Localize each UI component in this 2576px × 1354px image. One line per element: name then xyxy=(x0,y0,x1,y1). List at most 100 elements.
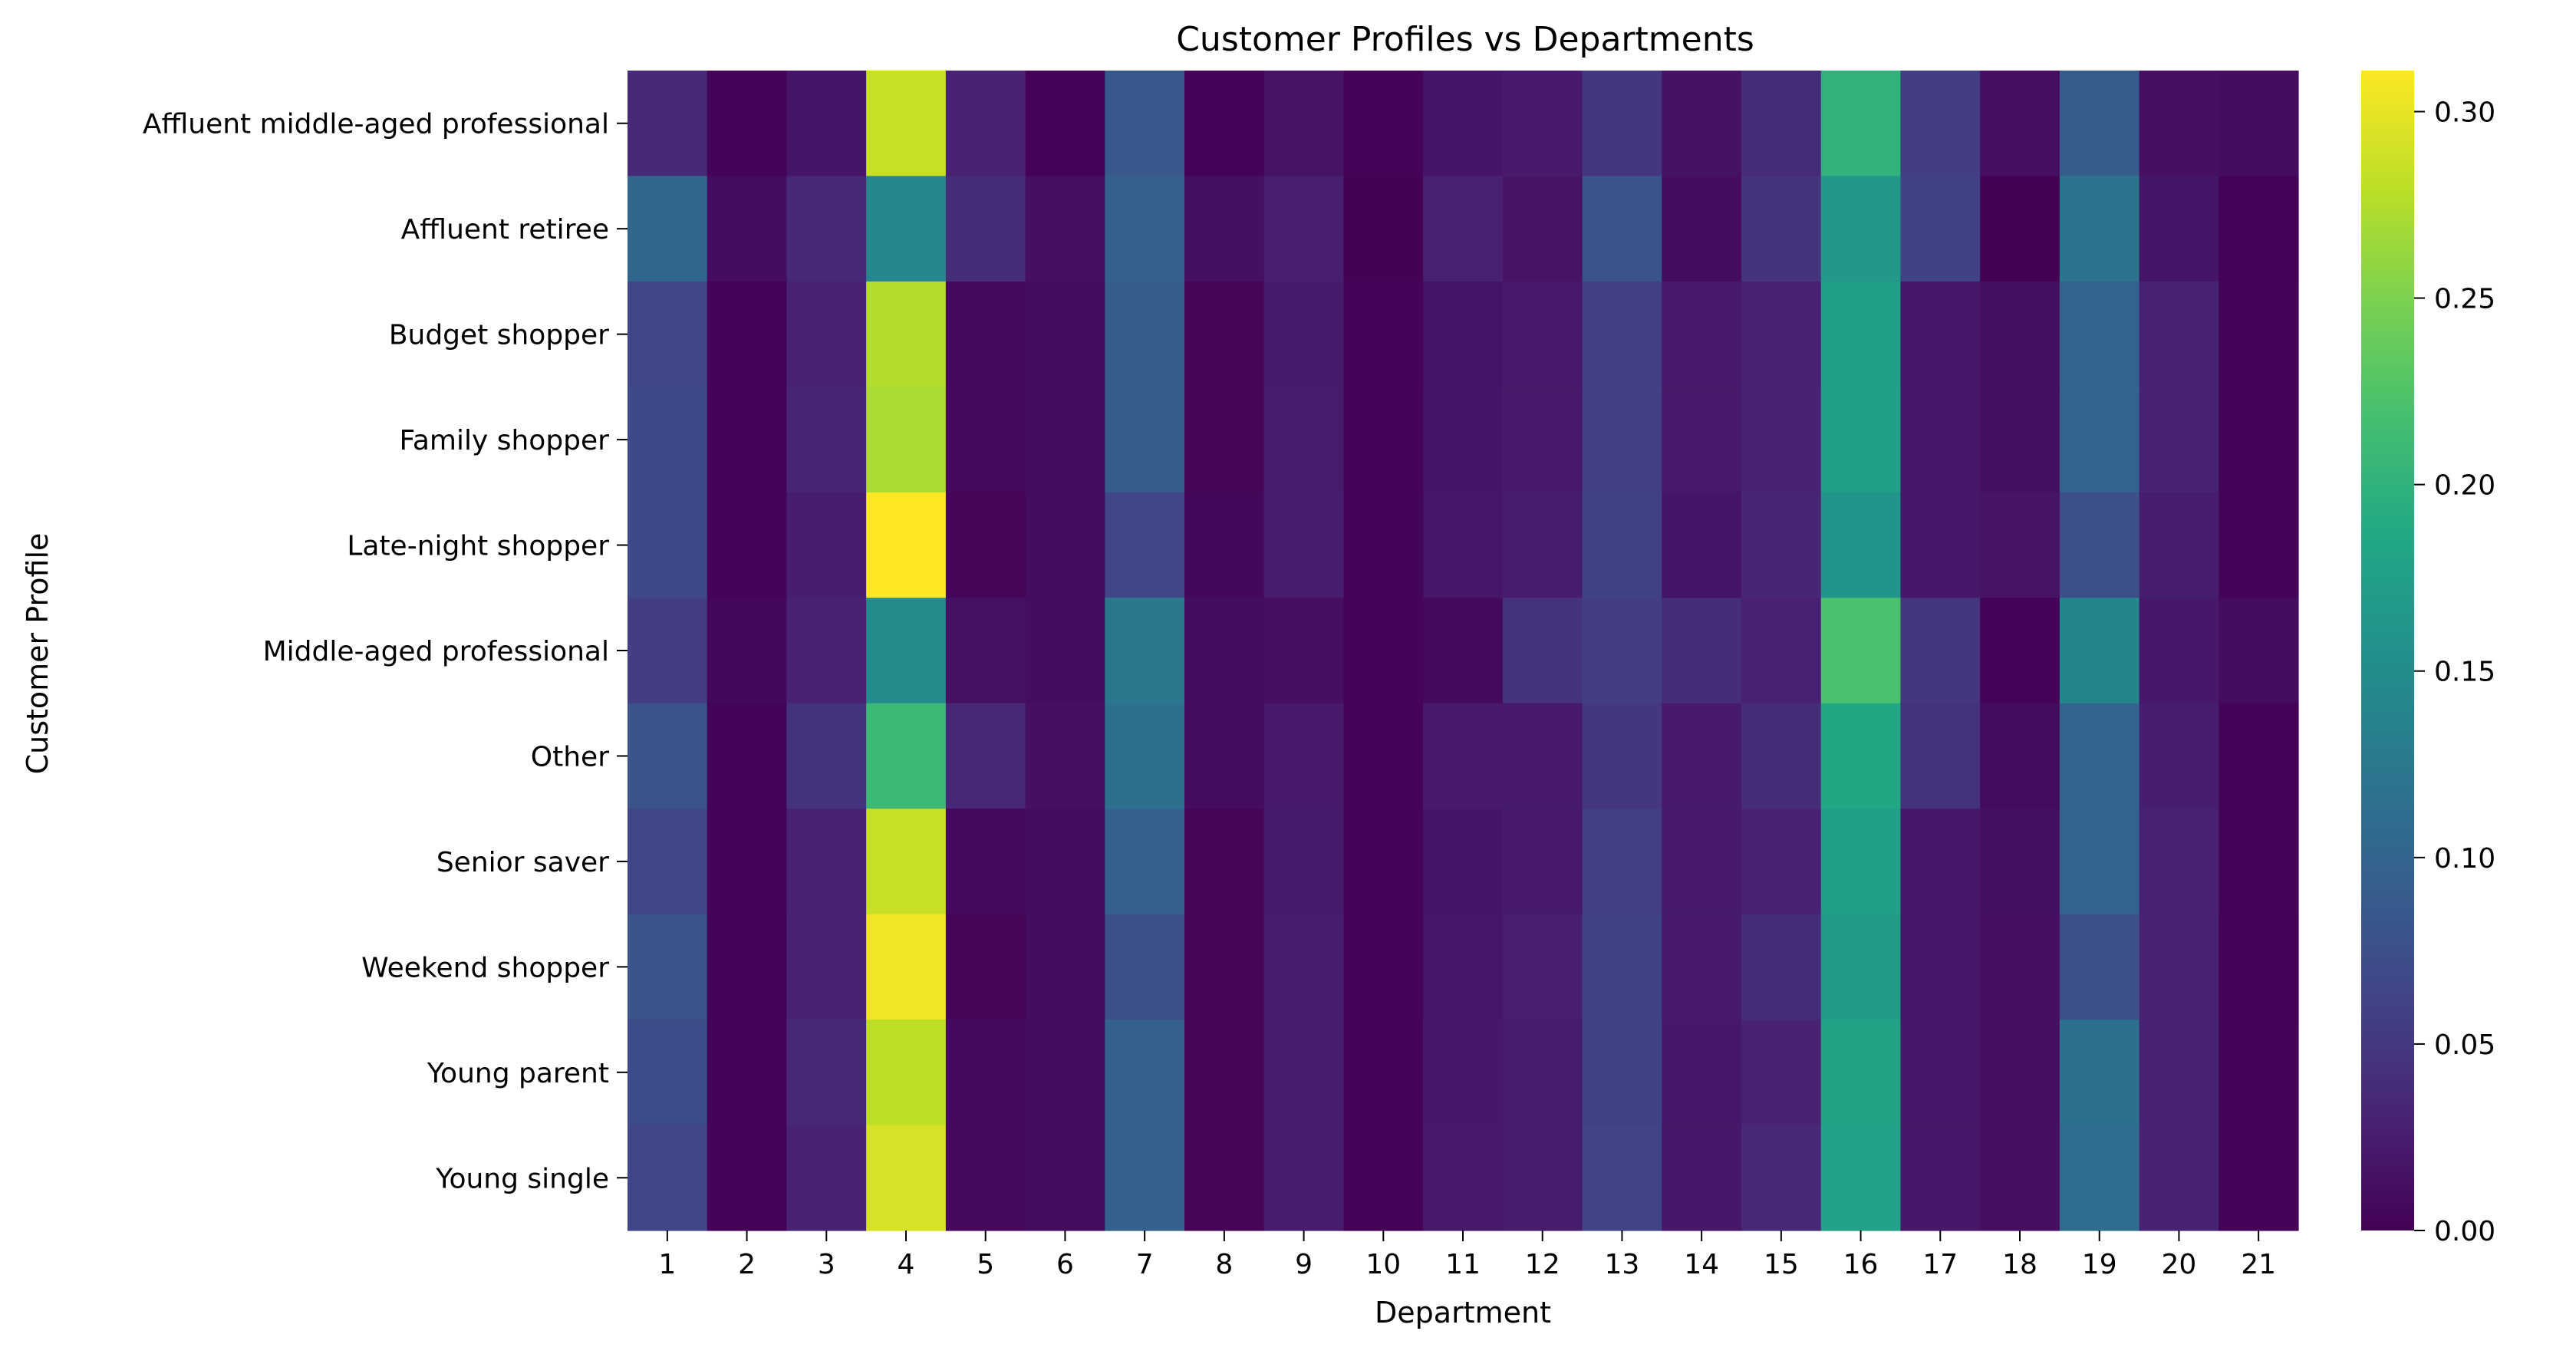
heatmap-cell xyxy=(1662,176,1742,282)
heatmap-cell xyxy=(1820,703,1902,809)
heatmap-cell xyxy=(2059,176,2140,282)
heatmap-cell xyxy=(945,387,1026,493)
heatmap-cell xyxy=(1582,1125,1662,1231)
heatmap-cell xyxy=(1662,809,1742,915)
heatmap-cell xyxy=(1980,176,2060,282)
y-axis-label: Customer Profile xyxy=(21,533,54,775)
heatmap-cell xyxy=(1263,703,1345,809)
heatmap-cell xyxy=(2059,387,2140,493)
colorbar-tick-label: 0.20 xyxy=(2434,470,2495,502)
heatmap-cell xyxy=(866,176,947,282)
heatmap-cell xyxy=(1502,598,1583,704)
heatmap-cell xyxy=(1343,71,1424,177)
heatmap-cell xyxy=(1980,703,2060,809)
heatmap-cell xyxy=(1741,71,1822,177)
heatmap-cell xyxy=(1502,703,1583,809)
heatmap-cell xyxy=(1105,176,1185,282)
heatmap-cell xyxy=(1263,598,1345,704)
heatmap-cell xyxy=(1105,71,1185,177)
colorbar-tick-label: 0.25 xyxy=(2434,284,2495,315)
heatmap-cell xyxy=(1741,387,1822,493)
heatmap-cell xyxy=(786,176,867,282)
heatmap-cell xyxy=(786,598,867,704)
heatmap-cell xyxy=(1662,1125,1742,1231)
heatmap-cell xyxy=(1900,387,1981,493)
x-tick-label: 7 xyxy=(1136,1249,1154,1280)
heatmap-cell xyxy=(2219,1125,2299,1231)
x-tick-label: 2 xyxy=(738,1249,756,1280)
heatmap-cell xyxy=(945,809,1026,915)
x-tick-label: 3 xyxy=(818,1249,835,1280)
x-tick-label: 16 xyxy=(1843,1249,1879,1280)
heatmap-cell xyxy=(628,281,708,387)
x-tick-label: 6 xyxy=(1056,1249,1074,1280)
heatmap-cell xyxy=(1343,598,1424,704)
heatmap-cell xyxy=(1502,387,1583,493)
heatmap-cell xyxy=(786,492,867,598)
heatmap-cell xyxy=(1582,176,1662,282)
heatmap-cell xyxy=(1502,71,1583,177)
x-tick-label: 9 xyxy=(1295,1249,1313,1280)
heatmap-cell xyxy=(628,809,708,915)
heatmap-cell xyxy=(1900,914,1981,1020)
heatmap-cell xyxy=(1184,492,1265,598)
heatmap-cell xyxy=(1025,809,1105,915)
heatmap-cell xyxy=(1184,1020,1265,1126)
heatmap-cell xyxy=(1502,281,1583,387)
heatmap-cell xyxy=(786,387,867,493)
heatmap-cell xyxy=(1741,1125,1822,1231)
heatmap-cell xyxy=(1025,71,1105,177)
x-tick-label: 1 xyxy=(658,1249,676,1280)
heatmap-cell xyxy=(786,71,867,177)
heatmap-cell xyxy=(866,281,947,387)
heatmap-cell xyxy=(1263,387,1345,493)
heatmap-cell xyxy=(1900,71,1981,177)
x-tick-labels: 1 2 3 4 5 6 7 8 9 10 11 12 13 14 15 16 17 18 19 20 21 xyxy=(658,1230,2276,1280)
heatmap-cell xyxy=(1582,703,1662,809)
heatmap-cell xyxy=(1105,914,1185,1020)
heatmap-cell xyxy=(1343,281,1424,387)
heatmap-cell xyxy=(1105,492,1185,598)
x-tick-label: 12 xyxy=(1525,1249,1560,1280)
heatmap-cell xyxy=(1502,914,1583,1020)
heatmap-cell xyxy=(1343,703,1424,809)
heatmap-cell xyxy=(707,387,788,493)
heatmap-cell xyxy=(1423,71,1504,177)
heatmap-cell xyxy=(1741,598,1822,704)
heatmap-cell xyxy=(945,914,1026,1020)
heatmap-cell xyxy=(628,914,708,1020)
heatmap-cell xyxy=(1184,281,1265,387)
heatmap-cell xyxy=(2059,598,2140,704)
heatmap-cell xyxy=(1741,809,1822,915)
heatmap-cell xyxy=(2139,71,2219,177)
heatmap-cell xyxy=(1662,492,1742,598)
heatmap-cell xyxy=(628,176,708,282)
heatmap-cell xyxy=(1025,914,1105,1020)
y-tick-label: Late-night shopper xyxy=(347,531,609,562)
heatmap-cell xyxy=(1980,1125,2060,1231)
heatmap-cell xyxy=(1025,703,1105,809)
heatmap-cell xyxy=(1423,1020,1504,1126)
y-tick-label: Other xyxy=(531,741,609,773)
heatmap-cell xyxy=(1582,71,1662,177)
heatmap-cell xyxy=(1980,492,2060,598)
y-tick-label: Senior saver xyxy=(436,847,609,878)
heatmap-cell xyxy=(1980,1020,2060,1126)
heatmap-cell xyxy=(1820,1125,1902,1231)
y-tick-label: Affluent retiree xyxy=(401,214,609,245)
heatmap-cell xyxy=(1184,914,1265,1020)
heatmap-cell xyxy=(1025,1125,1105,1231)
heatmap-cell xyxy=(786,281,867,387)
heatmap-cell xyxy=(1105,598,1185,704)
heatmap-cell xyxy=(2059,703,2140,809)
heatmap-cell xyxy=(1900,281,1981,387)
heatmap-cell xyxy=(2139,914,2219,1020)
y-tick-label: Middle-aged professional xyxy=(263,636,609,667)
x-tick-label: 15 xyxy=(1764,1249,1799,1280)
heatmap-cell xyxy=(866,914,947,1020)
heatmap-cell xyxy=(2219,809,2299,915)
heatmap-cell xyxy=(1263,492,1345,598)
heatmap-cell xyxy=(2059,1020,2140,1126)
heatmap-cell xyxy=(2059,914,2140,1020)
